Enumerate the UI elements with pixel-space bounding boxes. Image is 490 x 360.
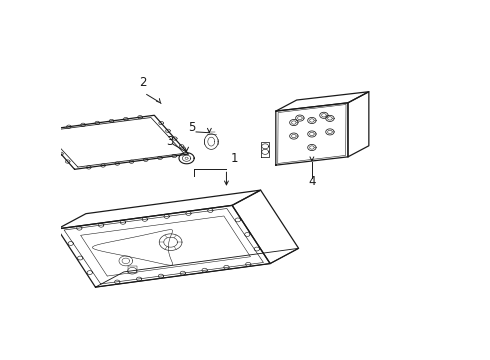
Text: 5: 5: [189, 121, 196, 134]
Text: 4: 4: [308, 175, 316, 188]
Text: 2: 2: [139, 76, 147, 90]
Text: 1: 1: [230, 152, 238, 165]
Text: 3: 3: [166, 135, 173, 148]
